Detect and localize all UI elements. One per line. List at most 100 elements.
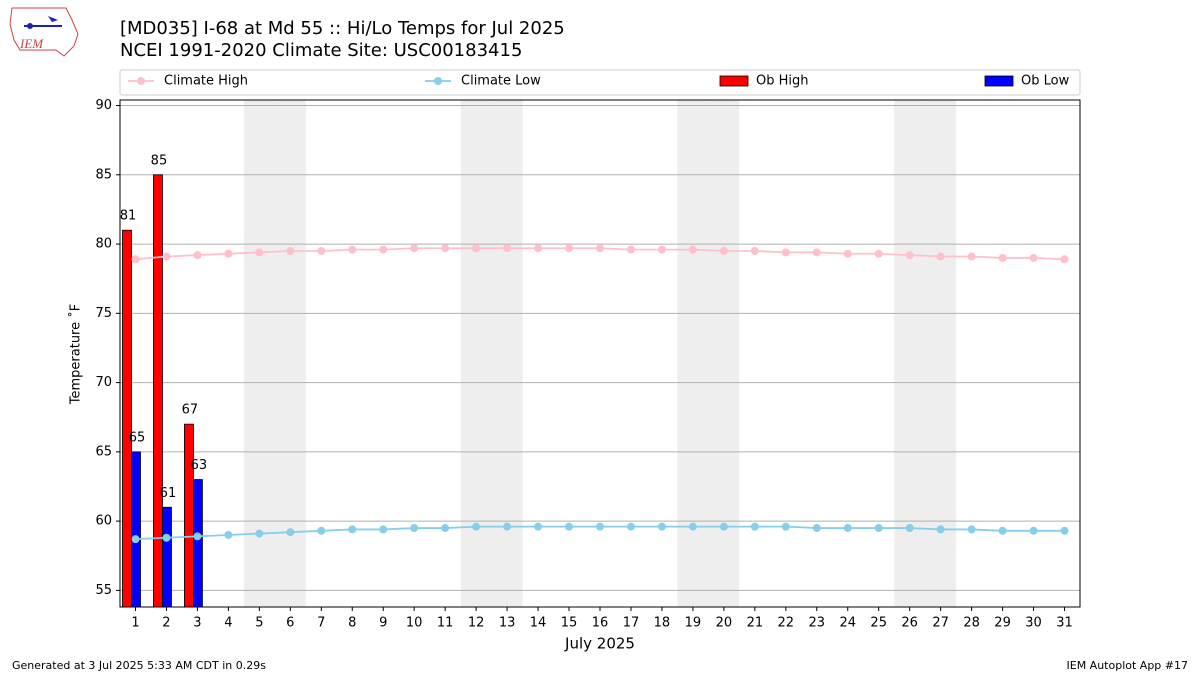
x-tick-label: 1 <box>131 616 139 631</box>
x-tick-label: 17 <box>623 616 640 631</box>
weekend-shade <box>925 100 957 607</box>
legend-label: Ob High <box>756 74 809 89</box>
legend-swatch <box>719 75 749 87</box>
y-tick-label: 75 <box>95 306 112 321</box>
line-marker <box>750 522 759 531</box>
data-label: 63 <box>191 458 208 473</box>
line-marker <box>472 244 481 253</box>
line-marker <box>905 524 914 533</box>
weekend-shade <box>894 100 926 607</box>
x-tick-label: 15 <box>561 616 578 631</box>
line-marker <box>657 522 666 531</box>
line-marker <box>688 245 697 254</box>
x-tick-label: 13 <box>499 616 516 631</box>
bar <box>153 174 163 608</box>
x-tick-label: 22 <box>778 616 795 631</box>
line-marker <box>503 522 512 531</box>
line-marker <box>224 249 233 258</box>
line-marker <box>874 249 883 258</box>
weekend-shade <box>460 100 492 607</box>
line-marker <box>874 524 883 533</box>
x-tick-label: 27 <box>932 616 949 631</box>
line-marker <box>998 526 1007 535</box>
line-marker <box>534 244 543 253</box>
bar <box>131 451 141 608</box>
data-label: 81 <box>120 209 137 224</box>
line-marker <box>162 252 171 261</box>
y-tick-label: 60 <box>95 514 112 529</box>
line-marker <box>410 524 419 533</box>
line-marker <box>193 251 202 260</box>
chart-subtitle: NCEI 1991-2020 Climate Site: USC00183415 <box>120 40 522 61</box>
line-marker <box>224 530 233 539</box>
legend-label: Climate Low <box>461 74 541 89</box>
line-marker <box>193 532 202 541</box>
y-tick-label: 90 <box>95 98 112 113</box>
legend-marker <box>137 77 145 85</box>
legend-swatch <box>984 75 1014 87</box>
weekend-shade <box>491 100 523 607</box>
line-marker <box>255 248 264 257</box>
line-marker <box>596 244 604 253</box>
line-marker <box>967 525 976 534</box>
line-marker <box>286 246 295 255</box>
plot-frame <box>119 99 1081 608</box>
x-tick-label: 7 <box>317 616 325 631</box>
weekend-shade <box>274 100 306 607</box>
line-marker <box>1029 253 1038 262</box>
x-tick-label: 11 <box>437 616 454 631</box>
x-tick-label: 14 <box>530 616 547 631</box>
x-tick-label: 23 <box>809 616 826 631</box>
line-marker <box>317 246 326 255</box>
y-tick-label: 70 <box>95 375 112 390</box>
x-tick-label: 24 <box>839 616 856 631</box>
x-tick-label: 4 <box>224 616 232 631</box>
chart-title: [MD035] I-68 at Md 55 :: Hi/Lo Temps for… <box>120 18 565 39</box>
x-tick-label: 28 <box>963 616 980 631</box>
line-marker <box>379 245 388 254</box>
line-marker <box>596 522 604 531</box>
x-tick-label: 5 <box>255 616 263 631</box>
data-label: 65 <box>129 430 146 445</box>
y-tick-label: 85 <box>95 167 112 182</box>
x-tick-label: 26 <box>901 616 918 631</box>
x-axis-label: July 2025 <box>564 635 635 653</box>
line-marker <box>626 245 635 254</box>
x-tick-label: 25 <box>870 616 887 631</box>
line-marker <box>162 533 171 542</box>
y-tick-label: 55 <box>95 583 112 598</box>
line-marker <box>719 522 728 531</box>
logo-text: IEM <box>19 36 44 51</box>
x-tick-label: 10 <box>406 616 423 631</box>
line-marker <box>812 524 821 533</box>
line-marker <box>255 529 264 538</box>
line-marker <box>843 524 852 533</box>
line-marker <box>1060 526 1069 535</box>
x-tick-label: 16 <box>592 616 609 631</box>
x-tick-label: 19 <box>685 616 702 631</box>
x-tick-label: 8 <box>348 616 356 631</box>
line-marker <box>905 251 914 260</box>
x-tick-label: 20 <box>716 616 733 631</box>
line-marker <box>967 252 976 261</box>
line-marker <box>936 252 945 261</box>
line-marker <box>348 245 357 254</box>
line-marker <box>565 244 574 253</box>
logo: IEM <box>9 7 79 57</box>
line-marker <box>750 246 759 255</box>
line-marker <box>936 525 945 534</box>
line-marker <box>688 522 697 531</box>
y-axis-label: Temperature ˚F <box>68 304 84 405</box>
x-tick-label: 30 <box>1025 616 1042 631</box>
bar <box>184 423 194 608</box>
line-marker <box>286 528 295 537</box>
line-marker <box>534 522 543 531</box>
legend-label: Ob Low <box>1021 74 1070 89</box>
legend-label: Climate High <box>164 74 248 89</box>
y-tick-label: 65 <box>95 444 112 459</box>
x-tick-label: 31 <box>1056 616 1073 631</box>
line-marker <box>441 524 450 533</box>
data-label: 85 <box>151 153 168 168</box>
line-marker <box>441 244 450 253</box>
